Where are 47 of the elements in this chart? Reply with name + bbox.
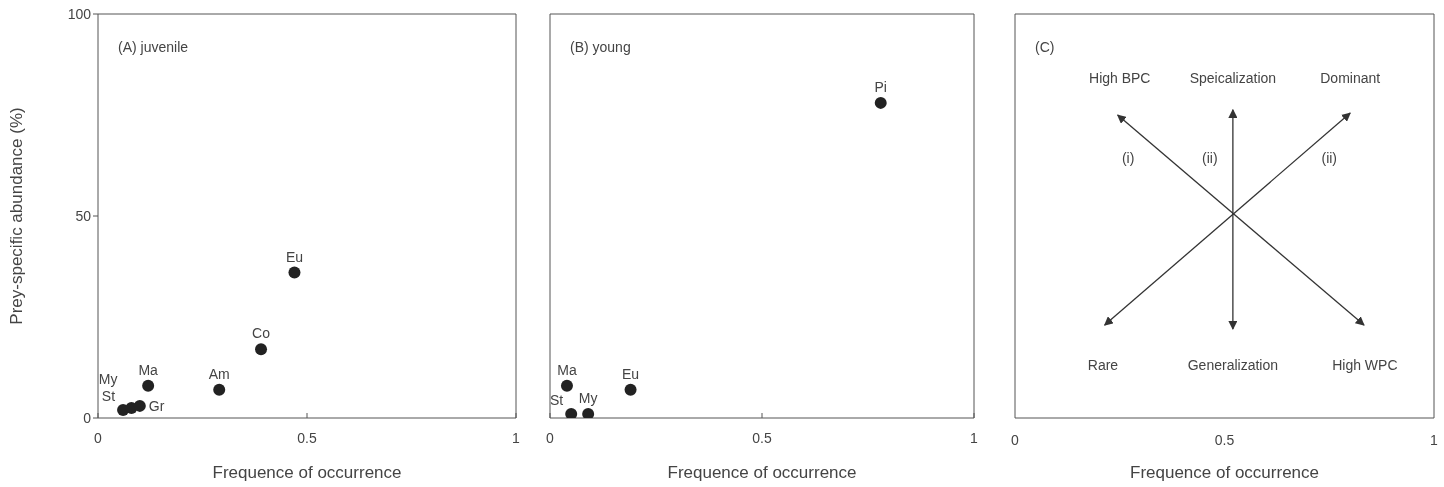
- point: [142, 379, 155, 392]
- series-label: Ma: [138, 361, 159, 378]
- x-tick-label: 0.5: [752, 429, 772, 446]
- series-label: Gr: [148, 397, 165, 414]
- series-label: My: [578, 389, 598, 406]
- series-label: Co: [252, 325, 271, 342]
- series-label: Eu: [285, 248, 304, 265]
- y-tick-label: 50: [75, 207, 92, 224]
- series-label: Ma: [557, 361, 577, 378]
- text: Rare: [1087, 356, 1119, 373]
- series-label: Am: [208, 365, 230, 382]
- text: Generalization: [1187, 356, 1279, 373]
- text: Frequence of occurrence: [1130, 463, 1319, 482]
- x-axis-title: Frequence of occurrence: [212, 463, 402, 482]
- y-axis-title: Prey-specific abundance (%): [7, 107, 27, 325]
- y-tick-label: 100: [67, 5, 92, 22]
- text: (ii): [1202, 150, 1218, 167]
- series-label: St: [101, 387, 116, 404]
- series-label: Pi: [874, 78, 887, 95]
- point: [288, 266, 301, 279]
- point: [255, 343, 268, 356]
- point: [560, 379, 573, 392]
- text: (i): [1121, 150, 1135, 167]
- y-tick-label: 0: [83, 409, 92, 426]
- point: [213, 383, 226, 396]
- point: [624, 383, 637, 396]
- x-tick-label: 0: [546, 429, 555, 446]
- point: [133, 399, 146, 412]
- x-tick-label: 0: [94, 429, 103, 446]
- text: Dominant: [1320, 69, 1381, 86]
- text: Speicalization: [1189, 69, 1277, 86]
- text: (ii): [1321, 150, 1338, 167]
- x-tick-label: 1: [512, 429, 521, 446]
- x-tick-label: 0.5: [297, 429, 317, 446]
- text: (A) juvenile: [118, 39, 189, 55]
- point: [582, 407, 595, 418]
- series-label: Eu: [622, 365, 640, 382]
- text: High BPC: [1089, 69, 1151, 86]
- series-label: St: [549, 391, 564, 408]
- x-axis-title: Frequence of occurrence: [667, 463, 857, 482]
- x-tick-label: 1: [970, 429, 979, 446]
- text: (B) young: [570, 39, 631, 55]
- text: (C): [1035, 39, 1055, 55]
- text: High WPC: [1332, 356, 1398, 373]
- point: [874, 96, 887, 109]
- point: [565, 407, 578, 418]
- series-label: My: [98, 370, 118, 387]
